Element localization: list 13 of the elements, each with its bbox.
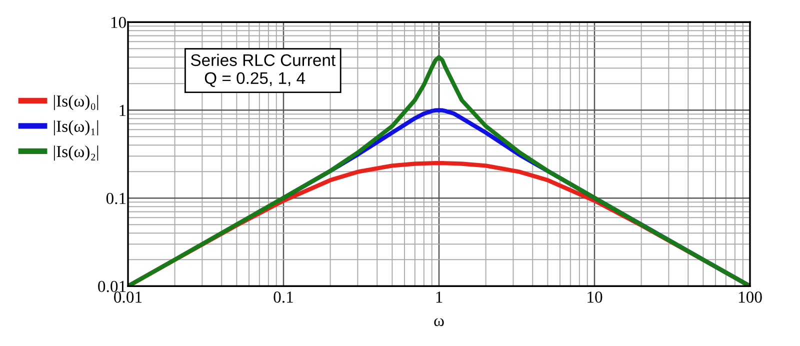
x-tick-label: 10 [588, 291, 602, 303]
legend-label: |Is(ω)₂| [54, 145, 98, 161]
legend-label: |Is(ω)₁| [54, 120, 98, 136]
legend-label: |Is(ω)₀| [54, 94, 98, 110]
x-tick-label: 0.1 [274, 291, 293, 303]
annotation: Series RLC Current Q = 0.25, 1, 4 [190, 54, 336, 87]
y-tick-label: 1 [120, 104, 126, 116]
x-tick-label: 1 [436, 292, 442, 303]
x-tick-label: 100 [738, 291, 762, 303]
y-tick-label: 0.1 [106, 192, 126, 204]
y-tick-label: 10 [111, 16, 126, 28]
x-axis-title: ω [434, 318, 444, 326]
y-tick-label: 0.01 [98, 280, 126, 292]
